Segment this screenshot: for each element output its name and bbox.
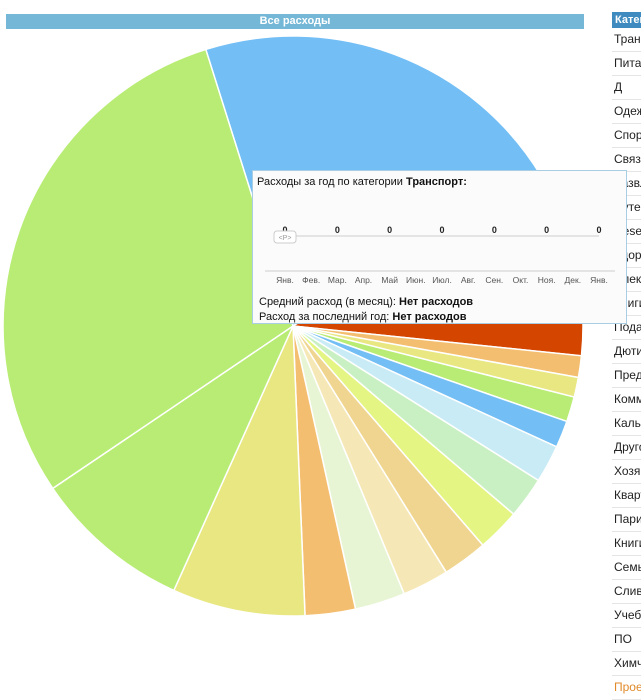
category-list-item[interactable]: Семья (612, 556, 641, 580)
category-list-item[interactable]: Квартира (612, 484, 641, 508)
x-tick-label: Мар. (328, 275, 347, 285)
svg-text:<P>: <P> (279, 235, 292, 242)
pie-slice[interactable] (2, 48, 294, 490)
data-label: 0 (492, 225, 497, 235)
data-label: 0 (282, 225, 287, 235)
x-tick-label: Окт. (513, 275, 529, 285)
category-list: Категории ТранспортПитаниеДОдеждаСпортСв… (612, 12, 641, 700)
pie-chart[interactable] (0, 36, 590, 626)
category-list-item[interactable]: Дюти (612, 340, 641, 364)
category-list-item[interactable]: Парикмахер (612, 508, 641, 532)
tooltip-title: Расходы за год по категории Транспорт: (257, 176, 467, 188)
category-list-item[interactable]: Связь (612, 148, 641, 172)
monthly-expense-chart: Янв. Фев. Мар. Апр. Май Июн. Июл. Авг. Сен. Окт. Н… (265, 225, 615, 285)
category-list-item[interactable]: Сливы (612, 580, 641, 604)
pie-slice[interactable] (172, 325, 306, 617)
tooltip-category: Транспорт: (406, 176, 467, 188)
category-list-item[interactable]: Химчистка (612, 652, 641, 676)
x-tick-label: Июн. (406, 275, 426, 285)
x-tick-label: Июл. (432, 275, 452, 285)
point-badge: <P> (273, 230, 297, 244)
category-list-item[interactable]: Кальян (612, 412, 641, 436)
x-tick-label: Ноя. (538, 275, 556, 285)
average-expense-value: Нет расходов (399, 296, 474, 308)
category-list-item[interactable]: ПО (612, 628, 641, 652)
category-tooltip: Расходы за год по категории Транспорт: Я… (252, 170, 627, 324)
category-list-item[interactable]: Другое (612, 436, 641, 460)
x-tick-label: Апр. (355, 275, 372, 285)
category-list-header: Категории (612, 12, 641, 28)
category-list-item[interactable]: Коммунальные (612, 388, 641, 412)
category-list-item[interactable]: Одежда (612, 100, 641, 124)
x-tick-label: Дек. (565, 275, 582, 285)
category-list-item[interactable]: Учеба (612, 604, 641, 628)
category-list-item[interactable]: Питание (612, 52, 641, 76)
data-label: 0 (387, 225, 392, 235)
x-tick-label: Май (381, 275, 398, 285)
last-year-expense-value: Нет расходов (392, 311, 467, 323)
last-year-expense: Расход за последний год: Нет расходов (259, 311, 467, 323)
category-list-item[interactable]: Транспорт (612, 28, 641, 52)
data-label: 0 (596, 225, 601, 235)
data-label: 0 (335, 225, 340, 235)
category-list-item[interactable]: Хозяйство (612, 460, 641, 484)
x-tick-label: Сен. (485, 275, 503, 285)
average-expense: Средний расход (в месяц): Нет расходов (259, 296, 474, 308)
x-tick-label: Авг. (461, 275, 476, 285)
x-tick-label: Янв. (590, 275, 608, 285)
category-list-item[interactable]: Спорт (612, 124, 641, 148)
pie-slice[interactable] (51, 323, 295, 592)
category-list-item[interactable]: Предметы (612, 364, 641, 388)
x-tick-label: Янв. (276, 275, 294, 285)
x-tick-label: Фев. (302, 275, 320, 285)
category-list-item[interactable]: Проезд (612, 676, 641, 700)
category-list-item[interactable]: Книги (612, 532, 641, 556)
chart-title: Все расходы (6, 14, 584, 29)
category-list-item[interactable]: Д (612, 76, 641, 100)
data-label: 0 (544, 225, 549, 235)
data-label: 0 (439, 225, 444, 235)
